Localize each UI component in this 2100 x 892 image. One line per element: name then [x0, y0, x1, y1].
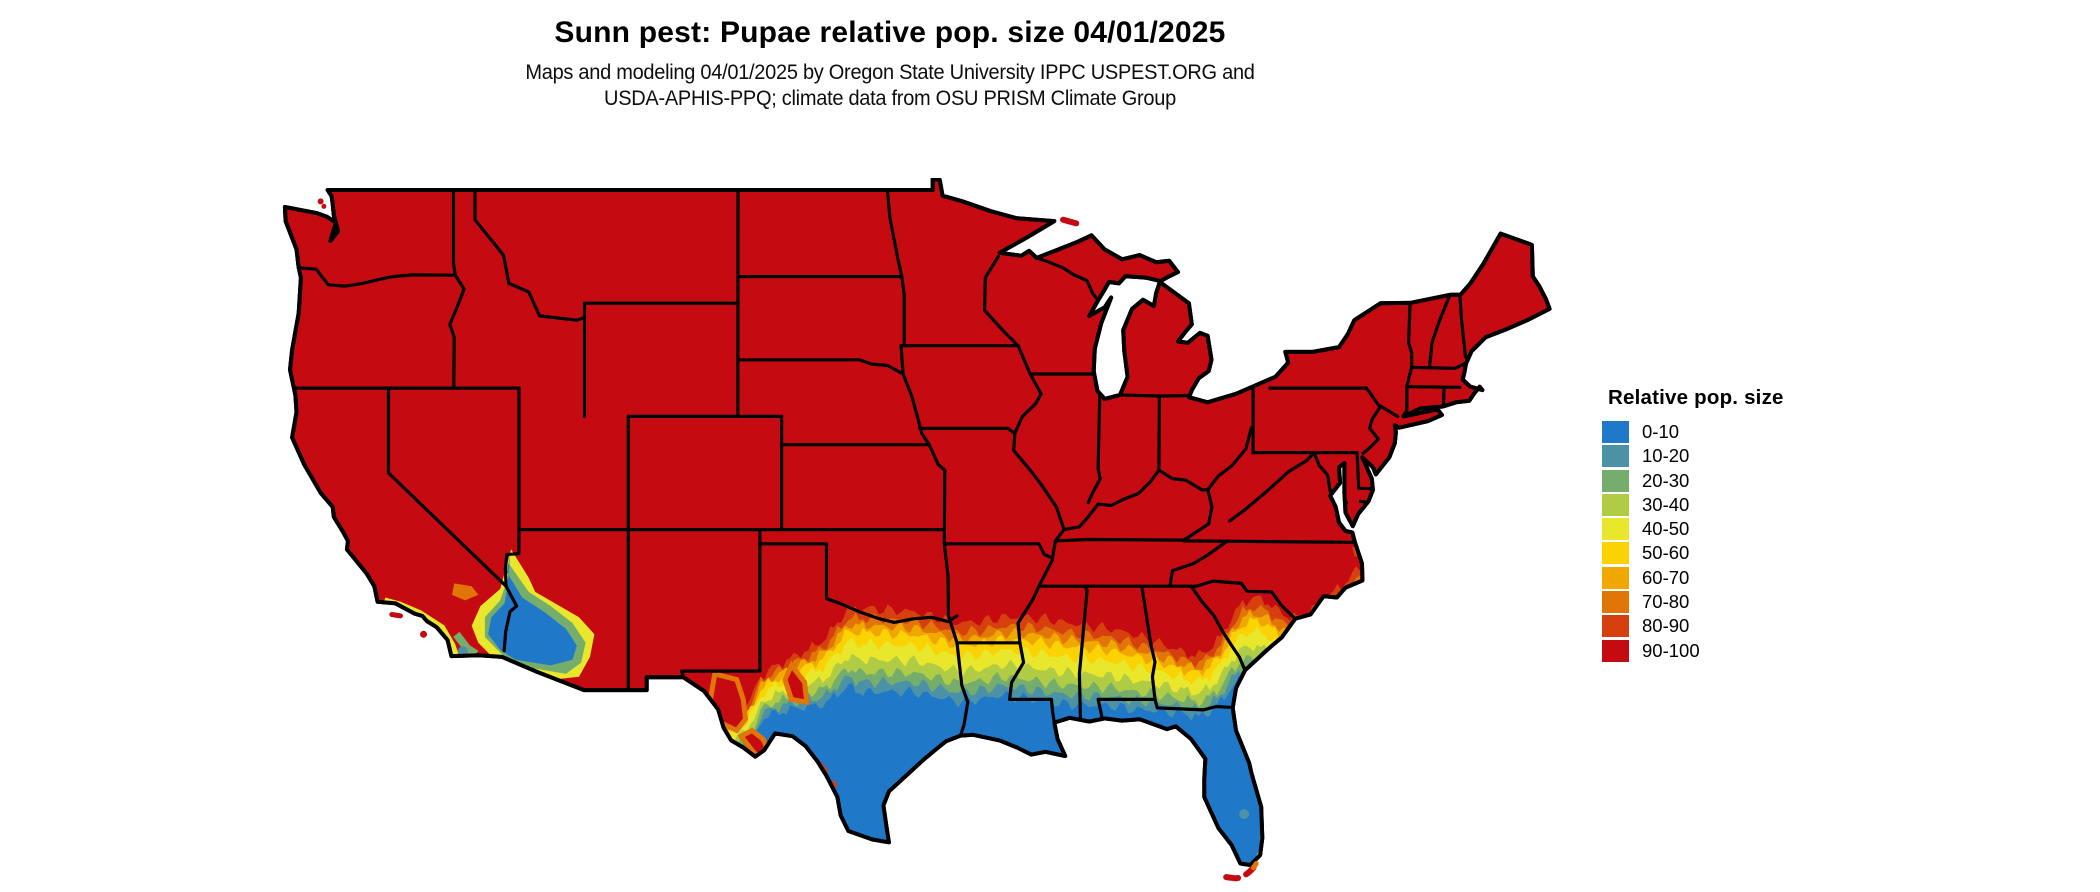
florida-keys-red: [1223, 864, 1257, 882]
state-border: [1168, 539, 1229, 588]
legend-swatch: [1602, 639, 1629, 662]
legend-swatch: [1602, 421, 1629, 443]
legend-item: 90-100: [1602, 639, 1784, 662]
lake-okeechobee-spot: [1239, 809, 1250, 820]
state-border: [1140, 584, 1157, 701]
legend-swatch: [1602, 493, 1629, 516]
legend-label: 90-100: [1642, 639, 1700, 661]
legend-item: 50-60: [1602, 542, 1784, 565]
mojave-orange-patch: [452, 583, 479, 601]
west-texas-red-patch: [782, 660, 810, 706]
legend-label: 10-20: [1642, 445, 1690, 467]
legend-swatch: [1602, 518, 1629, 541]
state-border: [451, 188, 457, 277]
legend-label: 30-40: [1642, 493, 1690, 515]
legend-swatch: [1602, 591, 1629, 614]
legend-label: 20-30: [1642, 469, 1690, 491]
state-border: [1096, 697, 1232, 712]
arizona-blob-blue: [488, 555, 577, 666]
state-border: [983, 254, 1066, 725]
legend-swatch: [1602, 469, 1629, 492]
state-border: [1441, 385, 1446, 409]
state-border: [473, 188, 587, 322]
state-border: [1157, 394, 1161, 472]
legend-item: 40-50: [1602, 518, 1784, 541]
state-border: [1355, 451, 1375, 491]
legend-swatch: [1602, 566, 1629, 589]
us-map: [282, 178, 1552, 882]
state-border: [386, 386, 519, 653]
state-border: [448, 273, 466, 390]
map-subtitle-line1: Maps and modeling 04/01/2025 by Oregon S…: [525, 60, 1255, 84]
legend-label: 70-80: [1642, 591, 1690, 613]
legend-swatch: [1602, 615, 1629, 638]
map-title: Sunn pest: Pupae relative pop. size 04/0…: [554, 16, 1226, 49]
florida-keys-orange: [1251, 861, 1259, 871]
state-border: [1361, 386, 1383, 455]
legend-item: 10-20: [1602, 445, 1784, 468]
state-border: [679, 528, 762, 679]
state-border: [1189, 584, 1247, 672]
state-border: [1096, 697, 1104, 718]
state-border: [885, 188, 904, 279]
state-border: [1428, 293, 1452, 369]
map-area: [205, 178, 1573, 890]
state-border: [1410, 361, 1467, 370]
state-borders: [291, 188, 1468, 738]
west-texas-red-patch: [707, 670, 749, 734]
legend-item: 60-70: [1602, 566, 1784, 589]
state-border: [942, 542, 1022, 645]
isle-royale: [1060, 216, 1080, 227]
state-border: [1053, 537, 1186, 543]
state-border: [1182, 488, 1214, 542]
state-border: [1086, 393, 1102, 505]
legend: Relative pop. size 0-10 10-20 20-30 30-40 40…: [1602, 386, 1784, 664]
legend-label: 50-60: [1642, 542, 1690, 564]
state-border: [1077, 584, 1089, 724]
legend-item: 0-10: [1602, 421, 1784, 443]
legend-label: 80-90: [1642, 615, 1690, 637]
socal-green-fringe: [453, 631, 479, 658]
state-border: [1035, 256, 1100, 302]
state-border: [736, 358, 905, 376]
offshore-specks: [317, 198, 1259, 882]
legend-item: 70-80: [1602, 591, 1784, 614]
state-border: [955, 641, 970, 738]
map-subtitle: Maps and modeling 04/01/2025 by Oregon S…: [62, 60, 1717, 111]
state-border: [918, 426, 1017, 435]
legend-item: 20-30: [1602, 469, 1784, 492]
map-subtitle-line2: USDA-APHIS-PPQ; climate data from OSU PR…: [604, 85, 1176, 110]
legend-rows: 0-10 10-20 20-30 30-40 40-50 50-60 60-70 70-80 8…: [1602, 421, 1784, 662]
channel-islands: [389, 612, 403, 619]
san-juan-island-dot: [321, 203, 327, 209]
state-border: [1227, 451, 1316, 523]
state-border: [1458, 293, 1468, 359]
legend-label: 60-70: [1642, 566, 1690, 588]
legend-swatch: [1602, 542, 1629, 565]
state-border: [901, 372, 947, 546]
state-border: [1113, 393, 1191, 398]
legend-item: 80-90: [1602, 615, 1784, 638]
state-border: [1405, 385, 1462, 389]
legend-swatch: [1602, 445, 1629, 468]
state-border: [1182, 539, 1357, 544]
state-border: [758, 542, 959, 624]
conus-outline: [282, 178, 1552, 867]
legend-label: 0-10: [1642, 421, 1680, 442]
legend-label: 40-50: [1642, 518, 1690, 540]
state-border: [1379, 404, 1400, 418]
state-border: [942, 542, 1054, 560]
state-border: [503, 528, 521, 588]
legend-title: Relative pop. size: [1608, 386, 1784, 409]
legend-item: 30-40: [1602, 493, 1784, 516]
state-border: [298, 266, 457, 288]
state-border: [1195, 579, 1297, 621]
channel-island-dot: [420, 630, 428, 638]
san-juan-island-dot: [317, 198, 324, 205]
